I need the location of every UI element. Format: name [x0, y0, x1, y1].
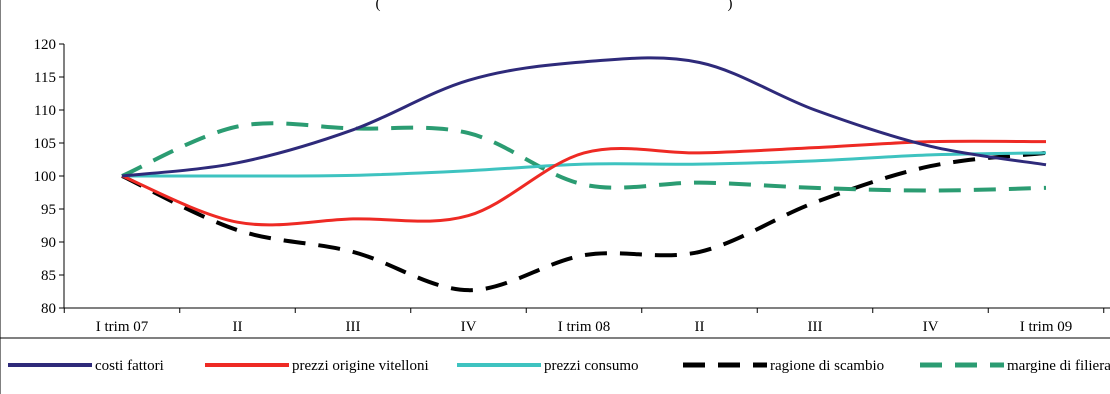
series-line-costi-fattori: [121, 56, 1047, 178]
x-tick-label: I trim 07: [96, 319, 149, 335]
y-tick-label: 120: [34, 37, 57, 53]
y-axis-ticks: 80 85 90 95 100 105 110 115 120: [34, 37, 64, 317]
x-tick-label: II: [695, 319, 705, 335]
legend: costi fattori prezzi origine vitelloni pre…: [8, 358, 1110, 374]
legend-label-prezzi-consumo: prezzi consumo: [544, 358, 639, 374]
title-fragment-close: ): [728, 0, 733, 12]
x-tick-label: III: [346, 319, 361, 335]
x-axis-ticks: I trim 07 II III IV I trim 08 II III IV I trim 0…: [63, 308, 1105, 335]
y-tick-label: 100: [34, 169, 57, 185]
series-line-ragione-di-scambio: [121, 150, 1047, 293]
series-line-margine-di-filiera: [121, 121, 1047, 193]
chart-title: ( ): [376, 0, 733, 12]
y-tick-label: 105: [34, 136, 57, 152]
y-tick-label: 85: [41, 268, 56, 284]
y-tick-label: 95: [41, 202, 56, 218]
y-tick-label: 80: [41, 301, 56, 317]
series-layer: [121, 56, 1047, 293]
series-line-prezzi-origine-vitelloni: [121, 139, 1047, 227]
series-line-prezzi-consumo: [121, 151, 1047, 178]
legend-label-prezzi-origine-vitelloni: prezzi origine vitelloni: [292, 358, 429, 374]
legend-label-ragione-di-scambio: ragione di scambio: [770, 358, 884, 374]
title-fragment-open: (: [376, 0, 381, 12]
x-tick-label: III: [808, 319, 823, 335]
y-tick-label: 115: [34, 70, 56, 86]
x-tick-label: I trim 08: [558, 319, 611, 335]
x-tick-label: IV: [461, 319, 477, 335]
y-tick-label: 90: [41, 235, 56, 251]
legend-label-margine-di-filiera: margine di filiera: [1007, 358, 1110, 374]
x-tick-label: I trim 09: [1020, 319, 1073, 335]
legend-label-costi-fattori: costi fattori: [95, 358, 164, 374]
x-tick-label: II: [233, 319, 243, 335]
y-tick-label: 110: [34, 103, 56, 119]
x-tick-label: IV: [923, 319, 939, 335]
